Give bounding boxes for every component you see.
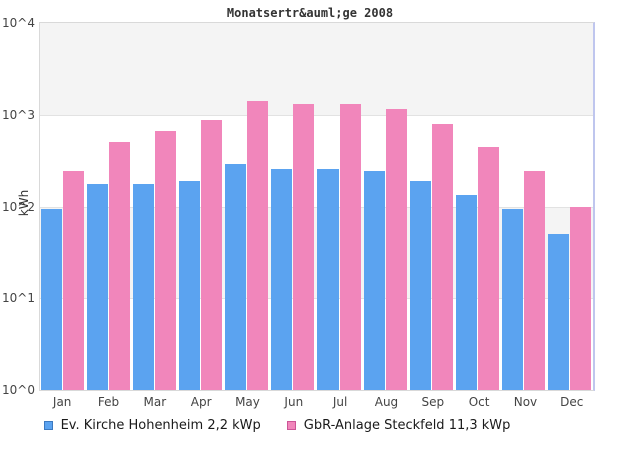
x-tick-label-may: May xyxy=(235,395,260,409)
bar-blue-mar xyxy=(133,183,155,390)
gridline xyxy=(40,114,593,116)
x-tick-label-mar: Mar xyxy=(143,395,167,409)
bar-blue-jul xyxy=(317,169,339,390)
y-tick-label: 10^0 xyxy=(2,383,35,397)
bar-blue-jun xyxy=(271,169,293,390)
x-tick-label-nov: Nov xyxy=(513,395,538,409)
bars-container xyxy=(40,23,593,390)
bar-group-may xyxy=(224,23,270,390)
gridline xyxy=(40,298,593,300)
bar-blue-oct xyxy=(455,195,477,390)
grid-band xyxy=(40,23,593,115)
bar-pink-jan xyxy=(63,170,85,390)
y-tick-label: 10^4 xyxy=(2,16,35,30)
bar-group-mar xyxy=(132,23,178,390)
bar-blue-aug xyxy=(363,170,385,390)
grid-band xyxy=(40,206,593,299)
bar-pink-jul xyxy=(339,104,361,390)
bar-pink-may xyxy=(247,100,269,390)
bar-blue-jan xyxy=(41,208,63,390)
bar-blue-nov xyxy=(501,208,523,390)
plot-area xyxy=(39,22,595,391)
x-tick-label-oct: Oct xyxy=(468,395,490,409)
bar-pink-mar xyxy=(155,131,177,390)
legend-item-series-1: GbR-Anlage Steckfeld 11,3 kWp xyxy=(286,418,511,433)
bar-group-nov xyxy=(501,23,547,390)
bar-group-jan xyxy=(40,23,86,390)
legend-label-series-1: GbR-Anlage Steckfeld 11,3 kWp xyxy=(303,418,511,433)
bar-pink-sep xyxy=(431,124,453,390)
legend-item-series-0: Ev. Kirche Hohenheim 2,2 kWp xyxy=(43,418,261,433)
x-tick-label-feb: Feb xyxy=(97,395,120,409)
y-tick-label: 10^1 xyxy=(2,291,35,306)
x-tick-label-jul: Jul xyxy=(332,395,348,409)
bar-group-apr xyxy=(178,23,224,390)
bar-pink-apr xyxy=(201,119,223,390)
bar-pink-jun xyxy=(293,104,315,390)
x-tick-label-jun: Jun xyxy=(284,395,304,409)
bar-pink-oct xyxy=(477,147,499,390)
bar-blue-sep xyxy=(409,181,431,390)
bar-blue-may xyxy=(225,164,247,390)
bar-group-sep xyxy=(409,23,455,390)
y-axis-label: kWh xyxy=(17,189,31,217)
bar-group-oct xyxy=(455,23,501,390)
bar-group-jun xyxy=(270,23,316,390)
bar-pink-feb xyxy=(109,142,131,390)
bar-group-jul xyxy=(316,23,362,390)
x-axis-tick-labels: Jan Feb Mar Apr May Jun Jul Aug Sep Oct Nov Dec xyxy=(39,395,595,409)
background-bands xyxy=(40,23,593,390)
x-tick-label-aug: Aug xyxy=(374,395,399,409)
x-tick-label-apr: Apr xyxy=(190,395,212,409)
legend: Ev. Kirche Hohenheim 2,2 kWp GbR-Anlage … xyxy=(0,418,620,433)
bar-pink-nov xyxy=(523,171,545,390)
blue-series-swatch-icon xyxy=(43,421,53,430)
x-tick-label-dec: Dec xyxy=(560,395,584,409)
bar-blue-dec xyxy=(547,234,569,390)
x-tick-label-sep: Sep xyxy=(421,395,445,409)
bar-group-feb xyxy=(86,23,132,390)
y-tick-label: 10^2 xyxy=(2,199,35,214)
bar-group-aug xyxy=(363,23,409,390)
legend-label-series-0: Ev. Kirche Hohenheim 2,2 kWp xyxy=(60,418,261,433)
bar-pink-dec xyxy=(569,207,591,390)
bar-pink-aug xyxy=(385,109,407,390)
bar-blue-feb xyxy=(87,183,109,390)
bar-group-dec xyxy=(547,23,593,390)
chart-title: Monatsertr&auml;ge 2008 xyxy=(226,6,394,20)
pink-series-swatch-icon xyxy=(286,421,296,430)
gridline xyxy=(40,206,593,208)
x-tick-label-jan: Jan xyxy=(52,395,72,409)
y-tick-label: 10^3 xyxy=(2,107,35,122)
bar-blue-apr xyxy=(179,180,201,390)
